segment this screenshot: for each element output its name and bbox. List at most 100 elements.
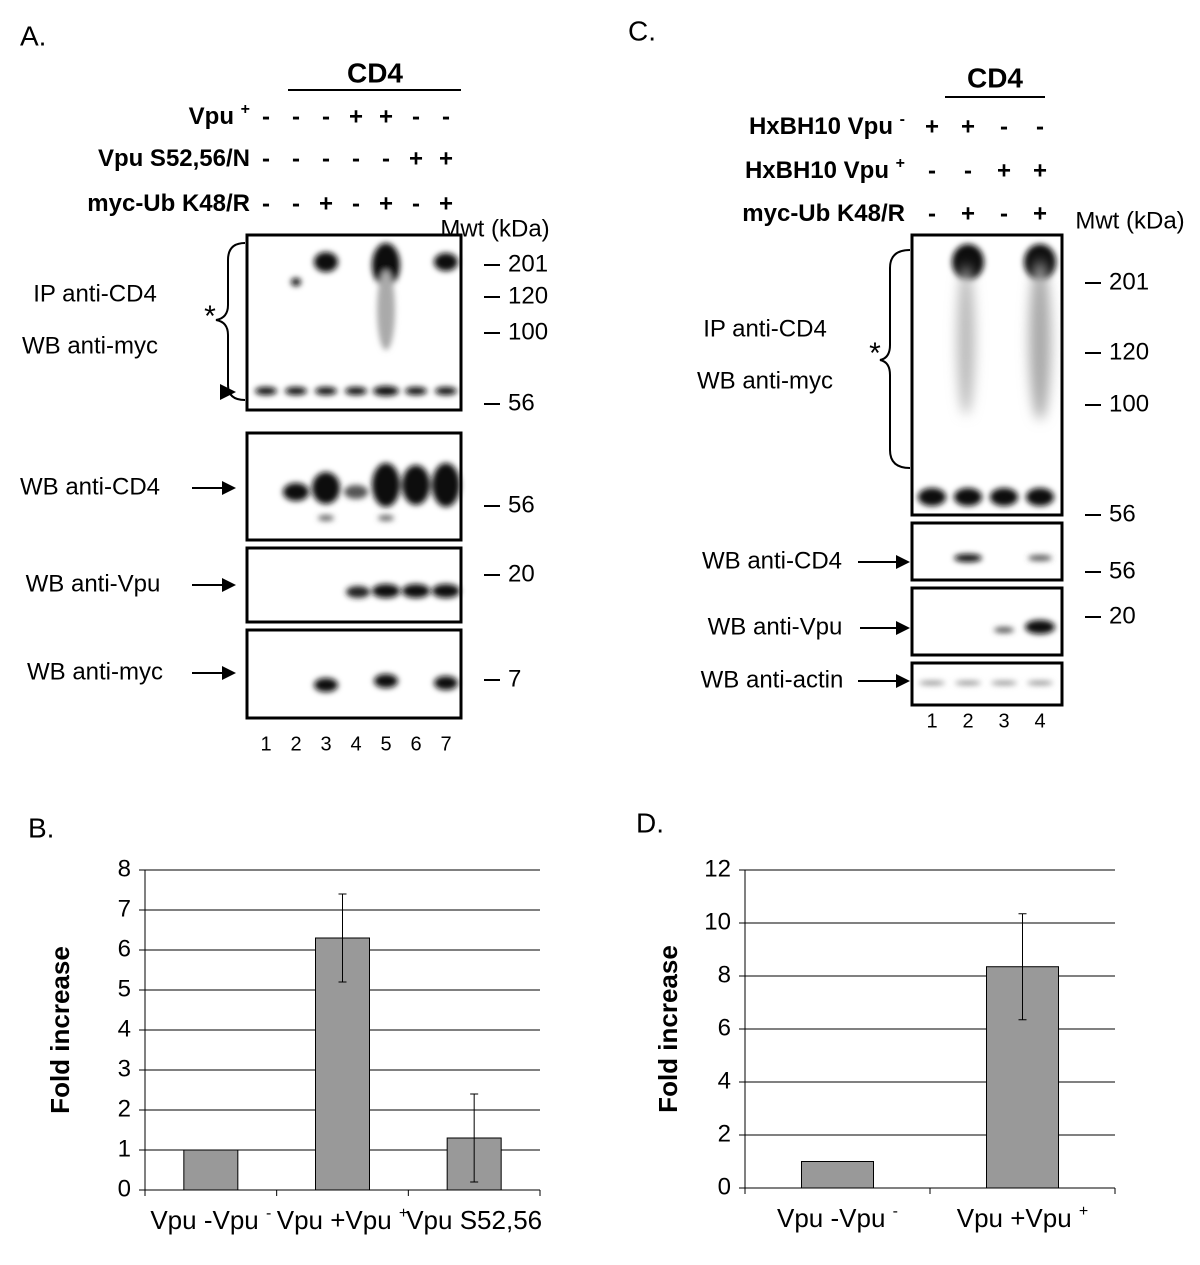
band	[378, 515, 394, 521]
lane-number: 5	[380, 733, 391, 755]
blot-label: WB anti-actin	[701, 666, 844, 693]
row-label-sup: +	[241, 101, 250, 118]
y-tick-label: 4	[118, 1015, 131, 1042]
band	[405, 387, 427, 395]
sign: -	[262, 103, 270, 130]
category-text: Vpu	[345, 1205, 399, 1235]
band	[1029, 260, 1051, 420]
row-label-text: Vpu S52,56/N	[98, 145, 250, 172]
category-text: Vpu	[839, 1203, 893, 1233]
lane-number: 1	[926, 710, 937, 732]
bands	[314, 674, 458, 692]
bar	[183, 1149, 239, 1191]
y-tick-label: 6	[118, 935, 131, 962]
y-tick-label: 6	[718, 1014, 731, 1041]
sign: +	[379, 103, 393, 130]
y-tick-label: 2	[718, 1120, 731, 1147]
sign: -	[1036, 113, 1044, 140]
bands	[255, 243, 458, 396]
sign: -	[292, 190, 300, 217]
band	[344, 485, 368, 499]
sign: +	[439, 145, 453, 172]
marker-label: 100	[1109, 390, 1149, 417]
header: CD4	[347, 57, 403, 88]
band	[291, 278, 301, 286]
marker-label: 56	[1109, 557, 1136, 584]
arrowhead	[220, 384, 236, 400]
bands	[919, 554, 1055, 685]
band	[990, 488, 1018, 506]
brace	[879, 249, 911, 469]
band	[283, 483, 309, 501]
brace	[215, 242, 246, 401]
marker-label: 100	[508, 318, 548, 345]
blot-bands-a	[215, 233, 463, 720]
band	[312, 472, 340, 504]
band	[955, 681, 981, 685]
band	[372, 463, 400, 507]
band	[919, 681, 945, 685]
band	[434, 253, 458, 271]
x-tick-label: Vpu +Vpu +	[277, 1205, 409, 1235]
sign: -	[352, 190, 360, 217]
band	[402, 584, 430, 598]
blot-label: WB anti-myc	[697, 367, 833, 394]
sign: +	[349, 103, 363, 130]
arrow-head	[222, 481, 236, 495]
band	[402, 465, 430, 505]
error-bar	[470, 1093, 479, 1183]
row-label-space	[889, 157, 896, 184]
row-label-space	[234, 103, 241, 130]
sign: -	[292, 145, 300, 172]
band	[373, 386, 399, 396]
bands	[283, 463, 460, 521]
sign: +	[319, 190, 333, 217]
bands	[957, 260, 1051, 420]
sign: -	[928, 157, 936, 184]
category-sup: -	[266, 1205, 271, 1222]
blot-label: WB anti-Vpu	[708, 613, 843, 640]
row-label: Vpu S52,56/N	[98, 145, 250, 172]
bands	[918, 244, 1056, 506]
marker-label: 120	[1109, 338, 1149, 365]
lane-number: 6	[410, 733, 421, 755]
panel-letter: C.	[628, 15, 656, 46]
band	[434, 676, 458, 690]
band	[345, 387, 367, 395]
band	[285, 387, 307, 395]
lane-number: 1	[260, 733, 271, 755]
band	[435, 387, 457, 395]
blot-frame	[245, 628, 463, 720]
marker-label: 20	[1109, 602, 1136, 629]
band	[372, 243, 400, 287]
row-label-sup: +	[896, 155, 905, 172]
row-label: myc-Ub K48/R	[742, 200, 905, 227]
sign: +	[1033, 200, 1047, 227]
x-tick-label: Vpu -Vpu -	[777, 1203, 898, 1233]
y-axis-label: Fold increase	[45, 946, 75, 1114]
error-bar	[338, 893, 347, 983]
sign: +	[379, 190, 393, 217]
sign: -	[262, 190, 270, 217]
blot-frame	[245, 546, 463, 624]
band	[432, 584, 460, 598]
band	[314, 678, 338, 692]
arrow-head	[222, 666, 236, 680]
marker-label: 201	[508, 250, 548, 277]
band	[957, 265, 975, 415]
marker-label: 20	[508, 560, 535, 587]
mwt-title: Mwt (kDa)	[440, 215, 549, 242]
lane-number: 4	[1034, 710, 1045, 732]
lane-number: 4	[350, 733, 361, 755]
band	[374, 674, 398, 688]
band	[315, 387, 337, 395]
y-tick-label: 0	[118, 1175, 131, 1202]
sign: -	[292, 103, 300, 130]
lane-number: 7	[440, 733, 451, 755]
arrow-head	[896, 621, 910, 635]
sign: +	[961, 200, 975, 227]
panel-letter: D.	[636, 807, 664, 838]
category-sup: +	[399, 1205, 408, 1222]
blot-label: IP anti-CD4	[703, 315, 827, 342]
blot-label: WB anti-Vpu	[26, 570, 161, 597]
